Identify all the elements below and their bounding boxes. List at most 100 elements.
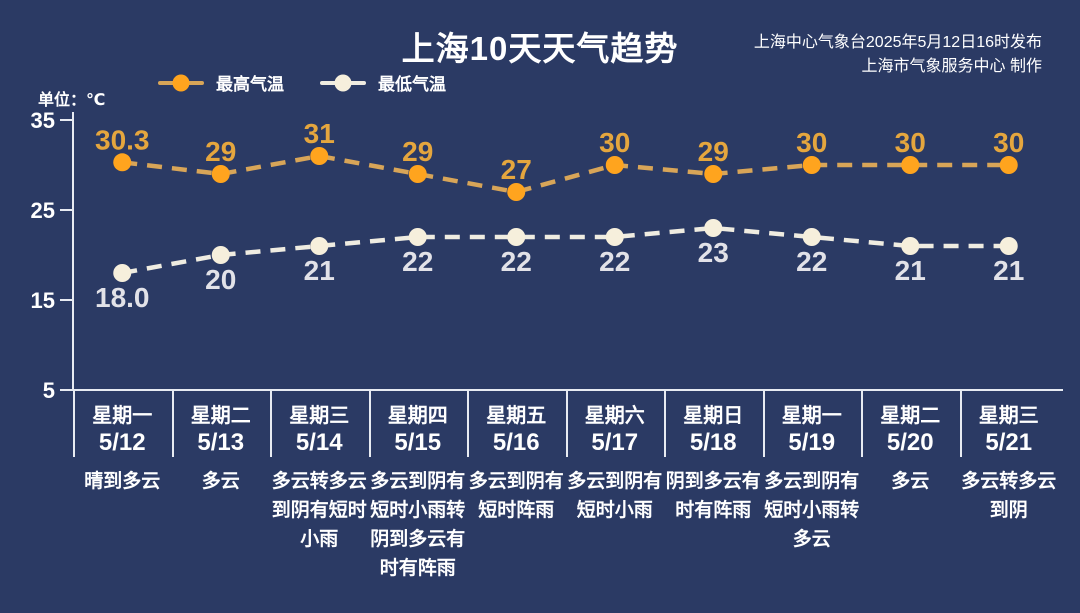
low-temp-point [211, 246, 230, 264]
forecast-column: 星期一 5/12 晴到多云 [73, 392, 172, 583]
date-label: 5/20 [886, 429, 934, 456]
high-temp-value-label: 30.3 [95, 124, 150, 155]
condition-text: 多云 [891, 471, 930, 492]
forecast-column: 星期一 5/19 多云到阴有短时小雨转多云 [763, 392, 862, 583]
condition-text: 多云转多云到阴 [961, 471, 1057, 521]
column-divider [73, 391, 75, 457]
high-temp-value-label: 30 [599, 127, 630, 158]
low-temp-value-label: 21 [304, 255, 335, 286]
high-temp-point [999, 156, 1018, 174]
forecast-column: 星期二 5/13 多云 [172, 392, 271, 583]
high-temp-point [605, 156, 624, 174]
high-temp-point [211, 165, 230, 183]
forecast-column: 星期二 5/20 多云 [861, 392, 960, 583]
high-temp-point [901, 156, 920, 174]
low-temp-dot-icon [334, 74, 352, 91]
date-label: 5/19 [788, 429, 836, 456]
column-divider [762, 391, 765, 457]
condition-text: 多云到阴有短时小雨转多云 [764, 471, 860, 550]
date-label: 5/13 [197, 429, 245, 456]
condition-text: 多云到阴有短时小雨 [567, 471, 663, 521]
forecast-column: 星期五 5/16 多云到阴有短时阵雨 [467, 392, 566, 583]
high-temp-line-icon [158, 74, 204, 91]
high-temp-value-label: 29 [205, 136, 236, 167]
low-temp-point [408, 228, 427, 246]
low-temp-value-label: 22 [402, 246, 433, 277]
column-divider [368, 391, 371, 457]
condition-text: 多云 [201, 471, 240, 492]
condition-text: 阴到多云有时有阵雨 [665, 471, 761, 521]
low-temp-line [121, 225, 1009, 276]
high-temp-point [802, 156, 821, 174]
weekday-label: 星期三 [289, 405, 350, 427]
weekday-label: 星期一 [781, 405, 842, 427]
low-temp-line-icon [320, 74, 366, 91]
low-temp-value-label: 21 [993, 255, 1024, 286]
column-divider [861, 391, 863, 457]
weekday-label: 星期六 [584, 405, 645, 427]
column-divider [171, 391, 174, 457]
low-temp-value-label: 23 [698, 237, 729, 268]
weekday-label: 星期四 [387, 405, 448, 427]
low-temp-value-label: 22 [501, 246, 532, 277]
weekday-label: 星期二 [880, 405, 941, 427]
chart-legend: 最高气温 最低气温 [158, 70, 446, 95]
weekday-label: 星期一 [92, 405, 153, 427]
high-temp-point [113, 153, 132, 172]
date-label: 5/12 [98, 429, 146, 456]
y-tick-label: 35 [31, 108, 55, 133]
condition-text: 多云到阴有短时阵雨 [468, 471, 564, 521]
low-temp-value-label: 22 [796, 246, 827, 277]
high-temp-point [408, 165, 427, 183]
low-temp-point [113, 264, 132, 282]
weekday-label: 星期三 [978, 405, 1039, 427]
date-label: 5/21 [985, 429, 1033, 456]
forecast-grid: 星期一 5/12 晴到多云 星期二 5/13 多云 星期三 5/14 多云转多云… [73, 392, 1058, 583]
high-temp-point [704, 165, 723, 183]
y-tick-label: 5 [43, 378, 55, 403]
high-temp-value-label: 30 [796, 127, 827, 158]
condition-text: 多云转多云到阴有短时小雨 [271, 471, 367, 550]
high-temp-value-label: 29 [402, 136, 433, 167]
low-temp-point [507, 228, 526, 246]
high-temp-point [507, 183, 526, 201]
date-label: 5/15 [394, 429, 442, 456]
unit-label: 单位：℃ [38, 92, 106, 109]
low-temp-point [605, 228, 624, 246]
high-temp-point [310, 147, 329, 165]
high-temp-value-label: 31 [304, 118, 335, 149]
source-line-1: 上海中心气象台2025年5月12日16时发布 [753, 34, 1042, 51]
legend-item-low-temp: 最低气温 [320, 70, 446, 95]
low-temp-point [901, 237, 920, 255]
high-temp-value-label: 30 [895, 127, 926, 158]
legend-label-low-temp: 最低气温 [378, 75, 446, 94]
y-tick-label: 15 [31, 288, 55, 313]
low-temp-value-label: 18.0 [95, 282, 150, 313]
high-temp-value-label: 29 [698, 136, 729, 167]
column-divider [467, 391, 469, 457]
condition-text: 多云到阴有短时小雨转阴到多云有时有阵雨 [370, 471, 466, 579]
weekday-label: 星期五 [486, 405, 547, 427]
source-line-2: 上海市气象服务中心 制作 [861, 58, 1042, 75]
forecast-column: 星期日 5/18 阴到多云有时有阵雨 [664, 392, 763, 583]
low-temp-value-label: 22 [599, 246, 630, 277]
low-temp-value-label: 21 [895, 255, 926, 286]
condition-text: 晴到多云 [84, 471, 161, 492]
date-label: 5/18 [689, 429, 737, 456]
date-label: 5/17 [591, 429, 639, 456]
column-divider [664, 391, 666, 457]
legend-label-high-temp: 最高气温 [216, 75, 284, 94]
high-temp-value-label: 30 [993, 127, 1024, 158]
high-temp-line [121, 153, 1009, 195]
y-tick-label: 25 [31, 198, 55, 223]
source-attribution: 上海中心气象台2025年5月12日16时发布 上海市气象服务中心 制作 [754, 31, 1042, 79]
low-temp-point [999, 237, 1018, 255]
column-divider [270, 391, 272, 457]
forecast-column: 星期三 5/14 多云转多云到阴有短时小雨 [270, 392, 369, 583]
column-divider [565, 391, 568, 457]
forecast-column: 星期六 5/17 多云到阴有短时小雨 [566, 392, 665, 583]
low-temp-point [704, 219, 723, 237]
weekday-label: 星期日 [683, 405, 744, 427]
